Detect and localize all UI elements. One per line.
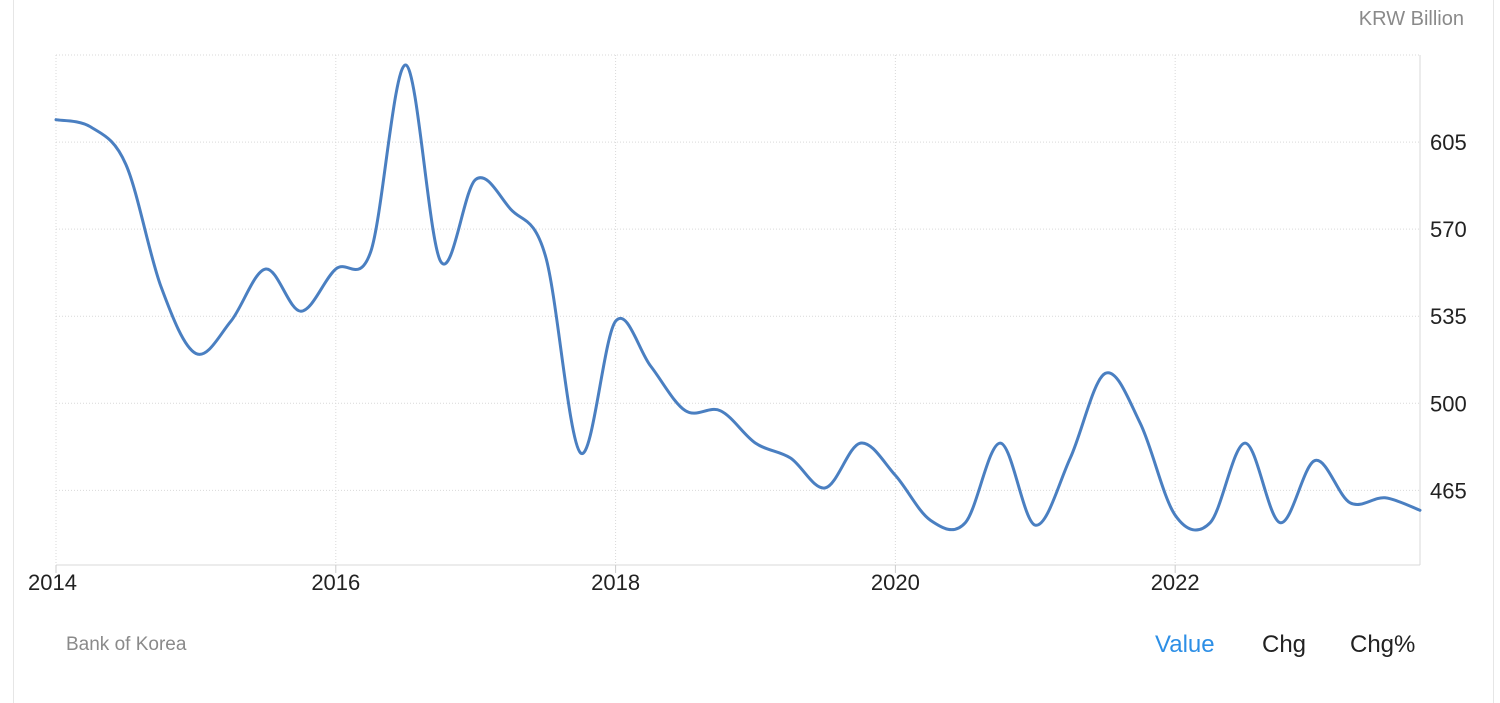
tab-value[interactable]: Value — [1155, 631, 1215, 658]
unit-label: KRW Billion — [1358, 8, 1464, 30]
left-frame-border — [13, 0, 14, 703]
series-line — [54, 63, 1422, 532]
y-tick-label: 535 — [1430, 304, 1467, 329]
x-tick-label: 2020 — [871, 570, 920, 595]
line-chart: 2014 2016 2018 2020 2022 465 500 535 570 605 — [28, 54, 1467, 595]
y-tick-label: 570 — [1430, 217, 1467, 242]
y-tick-label: 500 — [1430, 391, 1467, 416]
y-tick-label: 605 — [1430, 130, 1467, 155]
view-tabs: Value Chg Chg% — [0, 631, 1500, 663]
tab-chg-percent[interactable]: Chg% — [1350, 631, 1416, 658]
x-tick-label: 2014 — [28, 570, 77, 595]
x-tick-label: 2018 — [591, 570, 640, 595]
source-label: Bank of Korea — [66, 634, 187, 655]
right-frame-border — [1493, 0, 1494, 703]
y-tick-label: 465 — [1430, 478, 1467, 503]
tab-chg[interactable]: Chg — [1262, 631, 1307, 658]
x-tick-label: 2016 — [311, 570, 360, 595]
y-tick-labels: 465 500 535 570 605 — [1430, 130, 1467, 503]
series-layer — [54, 63, 1422, 532]
x-tick-label: 2022 — [1151, 570, 1200, 595]
axis-layer — [55, 55, 1421, 573]
grid-layer — [55, 54, 1420, 565]
x-tick-labels: 2014 2016 2018 2020 2022 — [28, 570, 1200, 595]
